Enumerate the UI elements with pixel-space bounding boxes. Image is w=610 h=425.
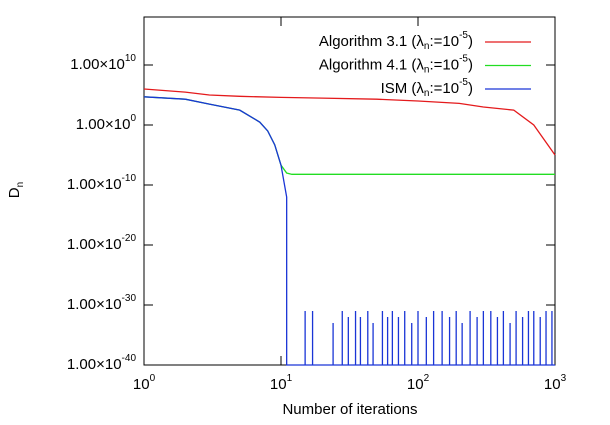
legend-label-part: Algorithm 4.1 (λ [319, 56, 425, 73]
y-tick-exponent: 10 [125, 53, 137, 64]
legend-label-part: ) [468, 80, 473, 97]
legend-label: Algorithm 3.1 (λn:=10-5) [319, 30, 473, 52]
x-tick-label: 102 [407, 373, 430, 393]
x-tick-base: 10 [407, 376, 424, 393]
legend-label-part: :=10 [429, 33, 459, 50]
legend-label: Algorithm 4.1 (λn:=10-5) [319, 53, 473, 75]
x-tick-label: 103 [544, 373, 567, 393]
legend-label-part: -5 [459, 53, 468, 64]
y-tick-label: 1.00×10-20 [67, 233, 137, 253]
y-axis-label-part: n [15, 182, 26, 188]
y-tick-label: 1.00×100 [76, 113, 137, 133]
x-tick-base: 10 [544, 376, 561, 393]
x-tick-label: 100 [133, 373, 156, 393]
x-axis-label: Number of iterations [282, 401, 417, 418]
legend-label-part: :=10 [429, 80, 459, 97]
y-tick-label: 1.00×10-10 [67, 173, 137, 193]
legend-label: ISM (λn:=10-5) [381, 77, 473, 99]
x-tick-exponent: 0 [150, 373, 156, 384]
y-tick-base: 1.00×10 [67, 176, 122, 193]
y-axis-label-part: D [6, 187, 23, 198]
legend-label-part: n [424, 41, 430, 52]
legend-label-part: :=10 [429, 56, 459, 73]
legend-label-part: -5 [459, 30, 468, 41]
y-tick-exponent: -10 [122, 173, 137, 184]
legend-label-part: n [424, 88, 430, 99]
series-line [143, 96, 555, 366]
y-tick-base: 1.00×10 [76, 116, 131, 133]
y-tick-base: 1.00×10 [70, 56, 125, 73]
legend-label-part: n [424, 64, 430, 75]
y-tick-label: 1.00×10-40 [67, 353, 137, 373]
y-axis-label: Dn [6, 182, 26, 198]
legend-label-part: Algorithm 3.1 (λ [319, 33, 425, 50]
y-tick-base: 1.00×10 [67, 296, 122, 313]
x-tick-base: 10 [133, 376, 150, 393]
x-tick-base: 10 [270, 376, 287, 393]
y-tick-base: 1.00×10 [67, 236, 122, 253]
legend-label-part: ) [468, 33, 473, 50]
x-tick-exponent: 3 [561, 373, 567, 384]
x-tick-exponent: 1 [287, 373, 293, 384]
y-tick-base: 1.00×10 [67, 356, 122, 373]
legend-label-part: -5 [459, 77, 468, 88]
y-tick-exponent: -30 [122, 293, 137, 304]
x-tick-exponent: 2 [424, 373, 430, 384]
x-tick-label: 101 [270, 373, 293, 393]
legend-label-part: ISM (λ [381, 80, 425, 97]
y-tick-label: 1.00×1010 [70, 53, 136, 73]
y-tick-exponent: 0 [130, 113, 136, 124]
y-tick-exponent: -40 [122, 353, 137, 364]
legend-label-part: ) [468, 56, 473, 73]
y-tick-exponent: -20 [122, 233, 137, 244]
series-line [143, 88, 556, 156]
y-tick-label: 1.00×10-30 [67, 293, 137, 313]
